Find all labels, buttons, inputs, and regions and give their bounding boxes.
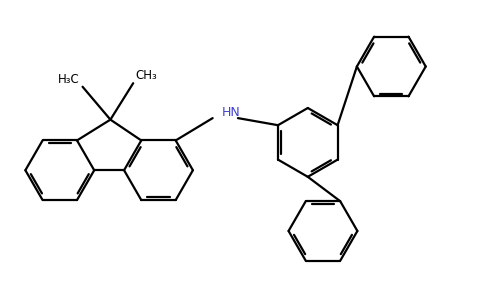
Text: H₃C: H₃C <box>58 73 80 86</box>
Text: CH₃: CH₃ <box>136 69 157 82</box>
Text: HN: HN <box>222 106 241 118</box>
